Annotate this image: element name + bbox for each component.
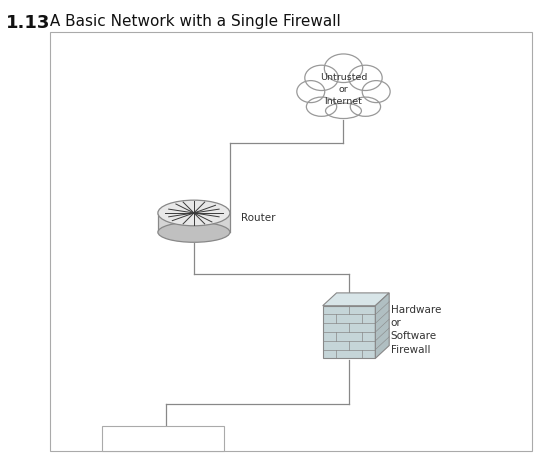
Ellipse shape bbox=[158, 200, 230, 226]
Text: 1.13: 1.13 bbox=[6, 14, 50, 32]
Ellipse shape bbox=[324, 54, 363, 82]
Polygon shape bbox=[376, 293, 389, 358]
Ellipse shape bbox=[305, 65, 338, 91]
Ellipse shape bbox=[158, 222, 230, 242]
Ellipse shape bbox=[297, 81, 325, 103]
Polygon shape bbox=[158, 213, 230, 232]
Polygon shape bbox=[322, 306, 376, 358]
Ellipse shape bbox=[350, 97, 381, 116]
Polygon shape bbox=[322, 293, 389, 306]
Ellipse shape bbox=[348, 65, 382, 91]
FancyBboxPatch shape bbox=[50, 32, 532, 451]
Ellipse shape bbox=[306, 97, 337, 116]
Text: A Basic Network with a Single Firewall: A Basic Network with a Single Firewall bbox=[45, 14, 341, 29]
Text: Untrusted
or
Internet: Untrusted or Internet bbox=[320, 73, 367, 106]
FancyBboxPatch shape bbox=[102, 426, 224, 451]
Ellipse shape bbox=[362, 81, 390, 103]
Text: Hardware
or
Software
Firewall: Hardware or Software Firewall bbox=[391, 305, 441, 354]
Text: Router: Router bbox=[241, 213, 275, 223]
Ellipse shape bbox=[326, 103, 361, 119]
